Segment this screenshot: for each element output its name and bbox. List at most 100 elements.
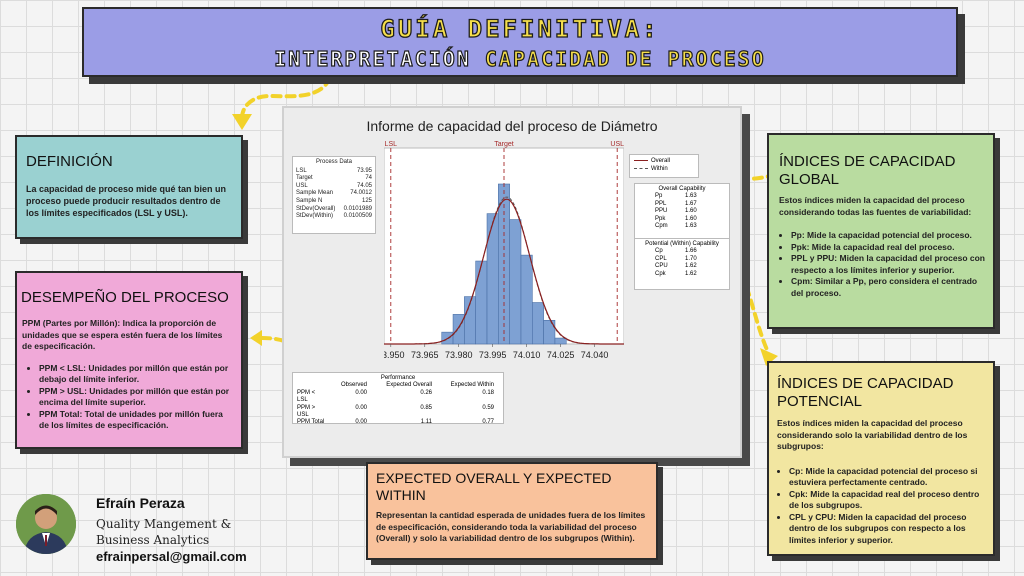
pd-value: 125 (361, 197, 372, 204)
pd-value: 74 (365, 175, 372, 182)
legend-overall-swatch (634, 159, 648, 161)
x-tick-label: 74.010 (513, 350, 541, 360)
x-tick-label: 74.025 (547, 350, 575, 360)
title-banner: GUÍA DEFINITIVA: INTERPRETACIÓN CAPACIDA… (82, 7, 958, 77)
wc-value: 1.62 (685, 270, 697, 277)
performance-row: PPM > USL 0.00 0.85 0.59 (297, 405, 499, 420)
oc-label: Pp (655, 193, 663, 200)
definition-card: DEFINICIÓN La capacidad de proceso mide … (15, 135, 243, 239)
list-item: Cpk: Mide la capacidad real del proceso … (789, 489, 987, 512)
wc-label: Cp (655, 248, 663, 255)
list-item: PPL y PPU: Miden la capacidad del proces… (791, 253, 987, 276)
author-name: Efraín Peraza (96, 495, 185, 511)
perf-overall: 0.85 (420, 404, 432, 411)
author-role: Business Analytics (96, 533, 210, 547)
x-tick-label: 73.950 (384, 350, 405, 360)
definition-text: La capacidad de proceso mide qué tan bie… (26, 184, 227, 218)
global-text: Estos índices miden la capacidad del pro… (779, 195, 972, 217)
within-row: Cp 1.66 (639, 248, 725, 255)
histogram-bar (520, 254, 533, 345)
pd-label: USL (296, 182, 308, 189)
wc-label: CPU (655, 263, 668, 270)
perf-observed: 0.00 (355, 404, 367, 411)
x-tick-label: 73.995 (479, 350, 507, 360)
perf-overall: 1.11 (420, 419, 432, 426)
potential-capability-card: ÍNDICES DE CAPACIDAD POTENCIAL Estos índ… (767, 361, 995, 556)
pd-label: Sample Mean (296, 190, 334, 197)
legend-overall: Overall (634, 157, 694, 165)
within-row: CPL 1.70 (639, 256, 725, 263)
performance-list: PPM < LSL: Unidades por millón que están… (39, 363, 233, 432)
potential-list: Cp: Mide la capacidad potencial del proc… (789, 466, 987, 547)
list-item: PPM < LSL: Unidades por millón que están… (39, 363, 233, 386)
within-capability-header: Potential (Within) Capability (645, 241, 719, 247)
banner-title-line2: INTERPRETACIÓN CAPACIDAD DE PROCESO (84, 46, 956, 71)
histogram-bar (543, 319, 556, 345)
process-data-row: Target 74 (296, 175, 372, 183)
process-data-row: Sample N 125 (296, 198, 372, 206)
histogram-bar (509, 219, 522, 345)
within-capability-table: Potential (Within) Capability Cp 1.66 CPL… (634, 238, 730, 290)
global-list: Pp: Mide la capacidad potencial del proc… (791, 230, 987, 299)
oc-label: Ppk (655, 215, 666, 222)
author-role: Quality Mangement & (96, 517, 232, 531)
performance-table: Performance Observed Expected Overall Expe… (292, 372, 504, 426)
wc-label: CPL (655, 255, 667, 262)
list-item: Pp: Mide la capacidad potencial del proc… (791, 230, 987, 242)
process-data-row: USL 74.05 (296, 183, 372, 191)
potential-text: Estos índices miden la capacidad del pro… (777, 418, 968, 451)
report-title: Informe de capacidad del proceso de Diám… (366, 118, 658, 134)
pd-label: StDev(Within) (296, 213, 334, 220)
process-data-row: Sample Mean 74.0012 (296, 190, 372, 198)
histogram-bar (554, 337, 567, 345)
process-data-row: StDev(Within) 0.0100509 (296, 213, 372, 221)
performance-title: DESEMPEÑO DEL PROCESO (21, 289, 229, 306)
pd-value: 74.05 (356, 182, 372, 189)
oc-value: 1.63 (685, 223, 697, 230)
performance-text: PPM (Partes por Millón): Indica la propo… (22, 318, 223, 351)
list-item: Cp: Mide la capacidad potencial del proc… (789, 466, 987, 489)
overall-row: PPL 1.67 (639, 201, 725, 208)
overall-row: PPU 1.60 (639, 208, 725, 215)
perf-observed: 0.00 (355, 389, 367, 396)
list-item: CPL y CPU: Miden la capacidad del proces… (789, 512, 987, 547)
oc-value: 1.63 (685, 193, 697, 200)
perf-within: 0.59 (482, 404, 494, 411)
process-data-row: StDev(Overall) 0.0101989 (296, 206, 372, 214)
definition-title: DEFINICIÓN (26, 153, 113, 170)
banner-title-line1: GUÍA DEFINITIVA: (380, 14, 660, 43)
chart-legend: Overall Within (629, 154, 699, 178)
perf-label: PPM > USL (297, 404, 316, 419)
pd-label: Target (296, 175, 313, 182)
histogram-bar (475, 260, 488, 345)
pd-value: 73.95 (356, 167, 372, 174)
wc-label: Cpk (655, 270, 666, 277)
perf-overall: 0.26 (420, 389, 432, 396)
avatar (16, 494, 76, 554)
lsl-label: LSL (385, 141, 398, 148)
target-label: Target (494, 141, 514, 148)
list-item: PPM > USL: Unidades por millón que están… (39, 386, 233, 409)
x-tick-label: 73.965 (411, 350, 439, 360)
potential-title: ÍNDICES DE CAPACIDAD POTENCIAL (777, 375, 954, 410)
pd-value: 0.0100509 (343, 213, 372, 220)
performance-row: PPM Total 0.00 1.11 0.77 (297, 419, 499, 426)
process-data-table: Process Data LSL 73.95 Target 74 USL 74.05 … (292, 156, 376, 234)
perf-observed: 0.00 (355, 419, 367, 426)
performance-card: DESEMPEÑO DEL PROCESO PPM (Partes por Mi… (15, 271, 243, 449)
legend-within-label: Within (651, 166, 668, 172)
legend-overall-label: Overall (651, 158, 671, 164)
histogram-chart: LSL Target USL 73.950 73.965 73.980 73.995 74.… (384, 141, 624, 360)
perf-col: Expected Within (450, 382, 494, 389)
pd-label: StDev(Overall) (296, 205, 336, 212)
oc-value: 1.60 (685, 215, 697, 222)
perf-col: Observed (340, 382, 367, 389)
performance-header: Performance (380, 375, 416, 381)
person-icon (16, 494, 76, 554)
list-item: PPM Total: Total de unidades por millón … (39, 409, 233, 432)
overall-capability-table: Overall Capability Pp 1.63 PPL 1.67 PPU 1.6… (634, 183, 730, 239)
wc-value: 1.70 (685, 255, 697, 262)
expected-title: EXPECTED OVERALL Y EXPECTED WITHIN (376, 470, 612, 503)
overall-row: Cpm 1.63 (639, 223, 725, 230)
expected-text: Representan la cantidad esperada de unid… (376, 510, 646, 543)
